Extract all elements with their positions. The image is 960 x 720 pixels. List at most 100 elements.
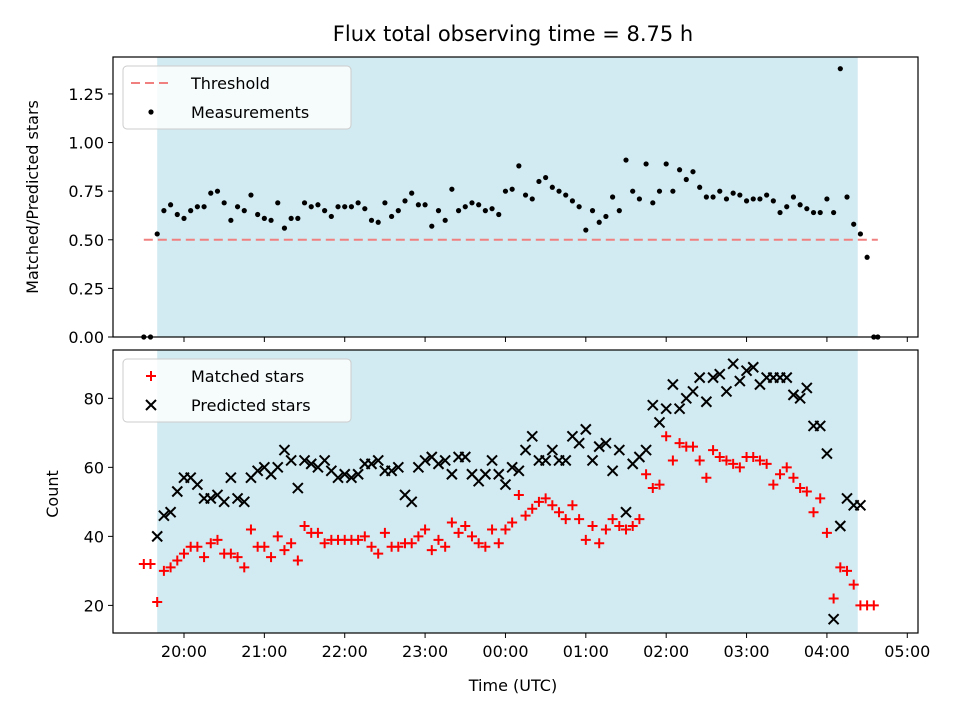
predicted-stars-point: [693, 371, 706, 384]
matched-stars-point: [647, 483, 658, 494]
x-tick-label: 22:00: [322, 642, 368, 661]
predicted-stars-point: [519, 444, 532, 456]
measurement-point: [616, 208, 622, 214]
predicted-stars-point: [613, 444, 626, 456]
matched-stars-point: [848, 579, 859, 590]
matched-stars-point: [621, 524, 632, 535]
measurement-point: [670, 188, 676, 194]
measurement-point: [288, 215, 294, 221]
matched-stars-point: [567, 500, 578, 511]
legend-label: Matched stars: [191, 367, 304, 386]
measurement-point: [804, 206, 810, 212]
matched-stars-point: [734, 462, 745, 473]
matched-stars-point: [533, 496, 544, 507]
predicted-stars-point: [385, 465, 398, 477]
matched-stars-point: [761, 458, 772, 469]
measurement-point: [368, 217, 375, 223]
measurement-point: [784, 204, 790, 210]
matched-stars-point: [225, 548, 236, 559]
measurement-point: [549, 184, 555, 190]
measurement-point: [261, 215, 267, 221]
predicted-stars-point: [292, 482, 304, 494]
measurement-point: [188, 208, 194, 214]
predicted-stars-point: [191, 478, 204, 491]
measurement-point: [208, 190, 214, 196]
measurement-point: [710, 194, 716, 200]
predicted-stars-point: [339, 468, 351, 480]
measurement-point: [690, 169, 696, 175]
predicted-stars-point: [493, 468, 505, 480]
matched-stars-point: [574, 514, 585, 525]
measurement-point: [241, 208, 247, 214]
legend-predicted-swatch: [145, 399, 157, 411]
predicted-stars-point: [801, 382, 813, 394]
measurement-point: [764, 192, 770, 198]
measurement-point: [516, 163, 522, 169]
matched-stars-point: [781, 462, 792, 473]
matched-stars-point: [158, 565, 169, 576]
measurement-point: [181, 215, 187, 221]
x-axis-label: Time (UTC): [468, 676, 557, 695]
matched-stars-point: [768, 479, 779, 490]
matched-stars-point: [239, 562, 250, 573]
predicted-stars-point: [479, 468, 492, 480]
measurement-point: [864, 254, 870, 260]
measurement-point: [248, 192, 254, 198]
matched-stars-point: [286, 538, 297, 549]
predicted-stars-point: [432, 458, 445, 470]
matched-stars-point: [487, 524, 498, 535]
predicted-stars-point: [506, 461, 518, 474]
measurement-point: [174, 211, 180, 218]
measurement-point: [750, 196, 756, 202]
measurement-point: [797, 202, 803, 208]
measurement-point: [777, 209, 783, 216]
measurement-point: [837, 66, 843, 72]
predicted-stars-point: [687, 385, 699, 398]
matched-stars-point: [547, 500, 558, 511]
measurement-point: [382, 200, 388, 206]
predicted-stars-point: [231, 492, 244, 505]
matched-stars-point: [634, 514, 645, 525]
matched-stars-point: [748, 451, 759, 462]
measurement-point: [697, 184, 703, 190]
matched-stars-point: [540, 493, 551, 504]
measurement-point: [596, 219, 602, 225]
measurement-point: [824, 196, 830, 202]
x-tick-label: 20:00: [161, 642, 207, 661]
y-tick-label: 1.00: [68, 134, 104, 153]
predicted-stars-point: [446, 468, 458, 480]
measurement-point: [770, 198, 776, 204]
measurement-point: [348, 204, 355, 210]
measurement-point: [234, 204, 241, 210]
measurement-point: [476, 202, 482, 208]
matched-stars-point: [353, 534, 364, 545]
matched-stars-point: [694, 455, 705, 466]
predicted-stars-point: [787, 389, 800, 401]
matched-stars-point: [232, 552, 243, 563]
y-tick-label: 60: [84, 458, 104, 477]
measurement-point: [630, 188, 636, 194]
measurement-point: [509, 186, 515, 192]
x-tick-label: 00:00: [482, 642, 528, 661]
predicted-stars-point: [365, 458, 378, 470]
predicted-stars-point: [660, 402, 672, 415]
matched-stars-point: [728, 458, 739, 469]
measurement-point: [455, 208, 462, 214]
measurement-point: [563, 192, 569, 198]
matched-stars-point: [600, 524, 611, 535]
predicted-stars-point: [486, 454, 498, 467]
matched-stars-point: [172, 555, 183, 566]
measurement-point: [201, 204, 207, 210]
measurement-point: [395, 208, 401, 214]
predicted-stars-point: [171, 485, 184, 498]
predicted-stars-point: [593, 440, 605, 453]
matched-stars-point: [259, 541, 270, 552]
measurement-point: [255, 211, 261, 218]
measurement-point: [556, 188, 562, 194]
matched-stars-point: [453, 527, 464, 538]
top-ylabel: Matched/Predicted stars: [23, 100, 42, 294]
matched-stars-point: [554, 507, 565, 518]
matched-stars-point: [868, 600, 879, 611]
predicted-stars-point: [298, 454, 311, 467]
matched-stars-point: [580, 534, 591, 545]
